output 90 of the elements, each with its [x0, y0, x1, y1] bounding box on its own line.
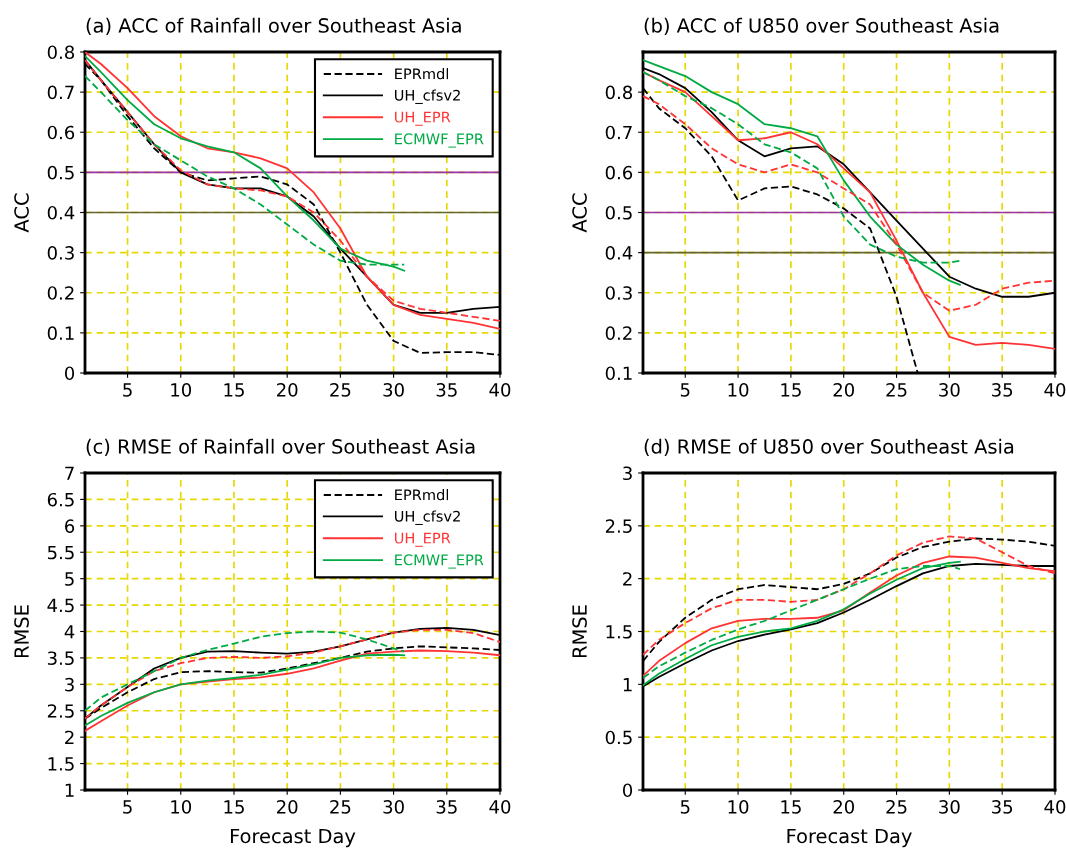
x-tick-label: 30	[383, 383, 404, 397]
x-tick-label: 10	[171, 800, 192, 814]
y-axis-title: RMSE	[14, 605, 29, 658]
y-tick-label: 0.4	[605, 246, 633, 260]
y-tick-label: 0.5	[605, 730, 632, 745]
y-tick-label: 0	[64, 366, 75, 381]
y-tick-label: 1.5	[606, 625, 632, 639]
x-tick-label: 30	[383, 800, 404, 814]
y-tick-label: 0	[622, 783, 633, 798]
y-tick-label: 6.5	[47, 492, 74, 507]
x-tick-label: 5	[123, 383, 132, 397]
y-tick-label: 0.6	[605, 165, 633, 180]
y-tick-label: 1	[65, 783, 74, 797]
line-series	[85, 653, 406, 727]
x-axis-title: Forecast Day	[787, 828, 912, 848]
x-tick-label: 20	[277, 800, 298, 814]
x-tick-label: 35	[992, 800, 1013, 814]
x-tick-label: 35	[436, 800, 457, 814]
x-tick-label: 15	[781, 383, 801, 397]
y-tick-label: 0.1	[47, 326, 74, 340]
chart-title: (a) ACC of Rainfall over Southeast Asia	[86, 17, 461, 36]
line-series	[85, 630, 406, 712]
y-axis-title: ACC	[572, 193, 587, 233]
x-tick-label: 5	[680, 800, 690, 814]
x-tick-label: 15	[224, 800, 244, 814]
chart-title: (b) ACC of U850 over Southeast Asia	[644, 17, 999, 36]
x-tick-label: 25	[886, 383, 907, 397]
x-tick-label: 20	[833, 383, 855, 397]
y-tick-label: 5.5	[47, 545, 74, 560]
x-tick-label: 5	[123, 800, 132, 814]
y-tick-label: 2.5	[605, 519, 632, 533]
y-tick-label: 0.8	[605, 85, 633, 100]
x-tick-label: 20	[833, 800, 855, 814]
y-tick-label: 2	[623, 572, 632, 586]
y-tick-label: 0.2	[605, 326, 632, 340]
y-tick-label: 1.5	[48, 757, 74, 771]
legend-label: ECMWF_EPR	[395, 554, 484, 569]
y-tick-label: 1	[623, 678, 632, 692]
y-tick-label: 4.5	[47, 598, 74, 613]
legend-label: EPRmdl	[395, 68, 449, 80]
legend-label: UH_cfsv2	[395, 89, 460, 104]
y-tick-label: 7	[65, 466, 74, 480]
x-tick-label: 5	[680, 383, 690, 397]
chart-title: (d) RMSE of U850 over Southeast Asia	[644, 438, 1014, 457]
x-tick-label: 40	[489, 800, 511, 814]
x-tick-label: 30	[939, 800, 960, 814]
x-tick-label: 10	[171, 383, 192, 397]
x-tick-label: 25	[330, 800, 351, 814]
y-tick-label: 3.5	[47, 651, 74, 666]
x-tick-label: 30	[939, 383, 960, 397]
line-series	[85, 649, 500, 732]
y-axis-title: RMSE	[572, 605, 587, 658]
y-axis-title: ACC	[14, 193, 29, 233]
y-tick-label: 2.5	[47, 704, 74, 718]
y-tick-label: 0.3	[605, 286, 632, 300]
x-axis-title: Forecast Day	[230, 828, 356, 848]
x-tick-label: 35	[436, 383, 457, 397]
y-tick-label: 0.4	[47, 205, 75, 220]
y-tick-label: 0.5	[605, 205, 632, 220]
x-tick-label: 25	[886, 800, 907, 814]
y-tick-label: 3	[623, 466, 632, 481]
y-tick-label: 6	[65, 519, 75, 533]
y-tick-label: 0.8	[47, 45, 75, 60]
x-tick-label: 10	[728, 800, 749, 814]
y-tick-label: 0.6	[47, 125, 75, 140]
chart-title: (c) RMSE of Rainfall over Southeast Asia	[86, 438, 475, 457]
y-tick-label: 4	[64, 625, 75, 639]
y-tick-label: 0.3	[47, 246, 74, 260]
y-tick-label: 0.7	[605, 125, 632, 140]
x-tick-label: 15	[224, 383, 244, 397]
y-tick-label: 3	[65, 677, 74, 692]
y-tick-label: 0.7	[47, 85, 74, 100]
y-tick-label: 0.1	[605, 366, 632, 381]
x-tick-label: 20	[277, 383, 298, 397]
x-tick-label: 40	[1044, 383, 1066, 397]
y-tick-label: 0.5	[47, 165, 74, 180]
x-tick-label: 10	[728, 383, 749, 397]
x-tick-label: 25	[330, 383, 351, 397]
y-tick-label: 2	[65, 730, 74, 745]
x-tick-label: 35	[992, 383, 1013, 397]
legend-label: UH_EPR	[395, 532, 451, 547]
x-tick-label: 40	[1044, 800, 1066, 814]
x-tick-label: 15	[781, 800, 801, 814]
legend-label: UH_EPR	[395, 111, 451, 126]
y-tick-label: 5	[65, 572, 74, 586]
y-tick-label: 0.2	[47, 286, 74, 300]
legend-label: ECMWF_EPR	[395, 133, 484, 148]
legend-label: EPRmdl	[395, 489, 449, 501]
x-tick-label: 40	[489, 383, 511, 397]
legend-label: UH_cfsv2	[395, 510, 460, 525]
